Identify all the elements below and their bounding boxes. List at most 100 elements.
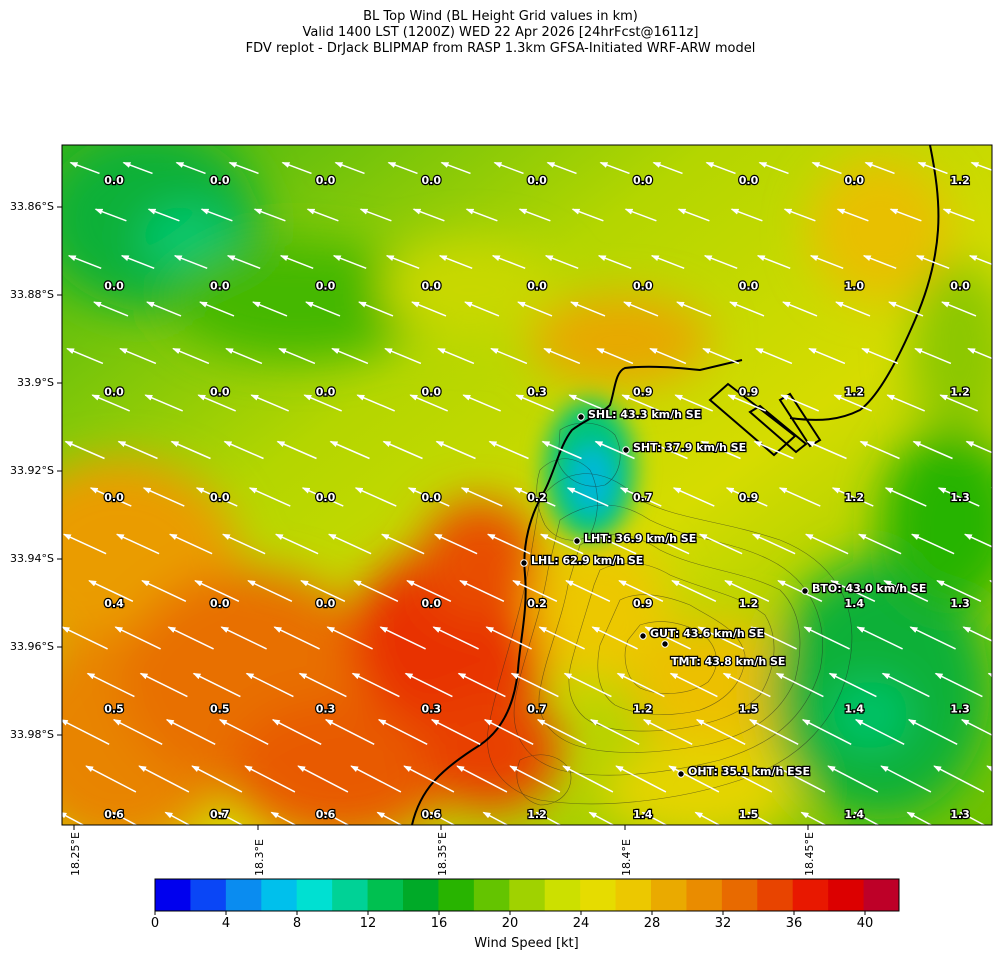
- wind-arrow: [589, 719, 640, 745]
- wind-arrow: [803, 626, 850, 650]
- wind-arrow: [248, 487, 291, 507]
- wind-arrow: [750, 626, 797, 650]
- wind-arrow: [571, 208, 604, 222]
- wind-arrow: [513, 487, 556, 507]
- wind-arrow: [624, 208, 657, 222]
- wind-arrow: [942, 208, 975, 222]
- bl-height-value: 0.0: [422, 174, 442, 187]
- bl-height-value: 1.4: [845, 703, 865, 716]
- colorbar-segment: [721, 879, 758, 911]
- colorbar-segment: [225, 879, 262, 911]
- wind-arrow: [861, 347, 899, 365]
- wind-arrow: [512, 580, 558, 602]
- wind-arrow: [457, 672, 506, 698]
- wind-arrow: [914, 347, 952, 365]
- wind-arrow: [862, 255, 897, 269]
- wind-arrow: [409, 394, 448, 412]
- wind-arrow: [570, 301, 606, 317]
- wind-arrow: [909, 626, 956, 650]
- wind-arrow: [276, 440, 317, 460]
- wind-arrow: [62, 719, 110, 745]
- wind-arrow: [677, 208, 710, 222]
- lat-label: 33.94°S: [10, 552, 54, 565]
- wind-arrow: [836, 208, 869, 222]
- wind-vectors: [62, 161, 992, 825]
- wind-arrow: [934, 672, 983, 698]
- lat-label: 33.88°S: [10, 288, 54, 301]
- colorbar-tick: 32: [714, 916, 732, 931]
- wind-arrow: [618, 580, 664, 602]
- wind-arrow: [353, 580, 399, 602]
- wind-arrow: [672, 487, 715, 507]
- wind-arrow: [120, 255, 155, 269]
- wind-arrow: [703, 255, 738, 269]
- wind-arrow: [915, 255, 950, 269]
- terrain-contours: [487, 422, 853, 806]
- bl-height-value: 0.0: [422, 385, 442, 398]
- wind-arrow: [281, 161, 312, 175]
- wind-arrow: [331, 347, 369, 365]
- wind-arrow: [138, 765, 190, 793]
- wind-arrow: [244, 765, 296, 793]
- wind-arrow: [435, 440, 476, 460]
- wind-arrow: [751, 533, 796, 555]
- bl-height-value: 0.0: [210, 385, 230, 398]
- wind-arrow: [404, 672, 453, 698]
- wind-arrow: [544, 255, 579, 269]
- wind-arrow: [811, 161, 842, 175]
- wind-arrow: [599, 161, 630, 175]
- wind-arrow: [645, 533, 690, 555]
- wind-arrow: [412, 208, 445, 222]
- wind-arrow: [588, 811, 615, 825]
- wind-arrow: [539, 533, 584, 555]
- wind-arrow: [221, 533, 266, 555]
- bl-height-value: 1.3: [950, 703, 970, 716]
- bl-height-value: 0.9: [633, 597, 653, 610]
- lon-label: 18.4°E: [620, 839, 633, 876]
- bl-height-value: 0.9: [739, 491, 759, 504]
- wind-arrow: [806, 440, 847, 460]
- bl-height-value: 0.3: [422, 703, 442, 716]
- colorbar: [154, 878, 900, 915]
- wind-arrow: [438, 255, 473, 269]
- bl-height-value: 0.7: [210, 808, 230, 821]
- colorbar-segment: [757, 879, 794, 911]
- wind-arrow: [939, 394, 978, 412]
- wind-arrow: [782, 301, 818, 317]
- wind-arrow: [775, 672, 824, 698]
- station-label: SHL: 43.3 km/h SE: [588, 408, 701, 421]
- wind-arrow: [880, 765, 932, 793]
- wind-arrow: [218, 719, 269, 745]
- wind-arrow: [517, 301, 553, 317]
- bl-height-value: 0.3: [527, 385, 547, 398]
- wind-arrow: [541, 440, 582, 460]
- bl-height-value: 0.0: [210, 280, 230, 293]
- wind-arrow: [147, 208, 180, 222]
- lat-label: 33.9°S: [17, 376, 54, 389]
- wind-arrow: [886, 394, 925, 412]
- colorbar-segment: [332, 879, 369, 911]
- colorbar-segment: [651, 879, 687, 911]
- colorbar-segment: [828, 879, 865, 911]
- lon-label: 18.25°E: [69, 832, 82, 876]
- wind-arrow: [200, 208, 233, 222]
- wind-arrow: [139, 672, 188, 698]
- wind-arrow: [597, 255, 632, 269]
- colorbar-segment: [296, 879, 333, 911]
- station-dot: [801, 587, 809, 595]
- bl-height-value: 0.7: [633, 491, 653, 504]
- wind-arrow: [485, 626, 532, 650]
- wind-arrow: [917, 161, 948, 175]
- bl-height-value: 0.0: [316, 174, 336, 187]
- wind-arrow: [566, 487, 609, 507]
- colorbar-tick: 20: [501, 916, 519, 931]
- wind-arrow: [491, 255, 526, 269]
- colorbar-segment: [261, 879, 298, 911]
- bl-height-value: 0.9: [633, 385, 653, 398]
- wind-arrow: [88, 580, 134, 602]
- station-label: TMT: 43.8 km/h SE: [671, 655, 785, 668]
- wind-arrow: [695, 719, 746, 745]
- colorbar-tick: 24: [572, 916, 590, 931]
- bl-height-value: 1.2: [950, 385, 970, 398]
